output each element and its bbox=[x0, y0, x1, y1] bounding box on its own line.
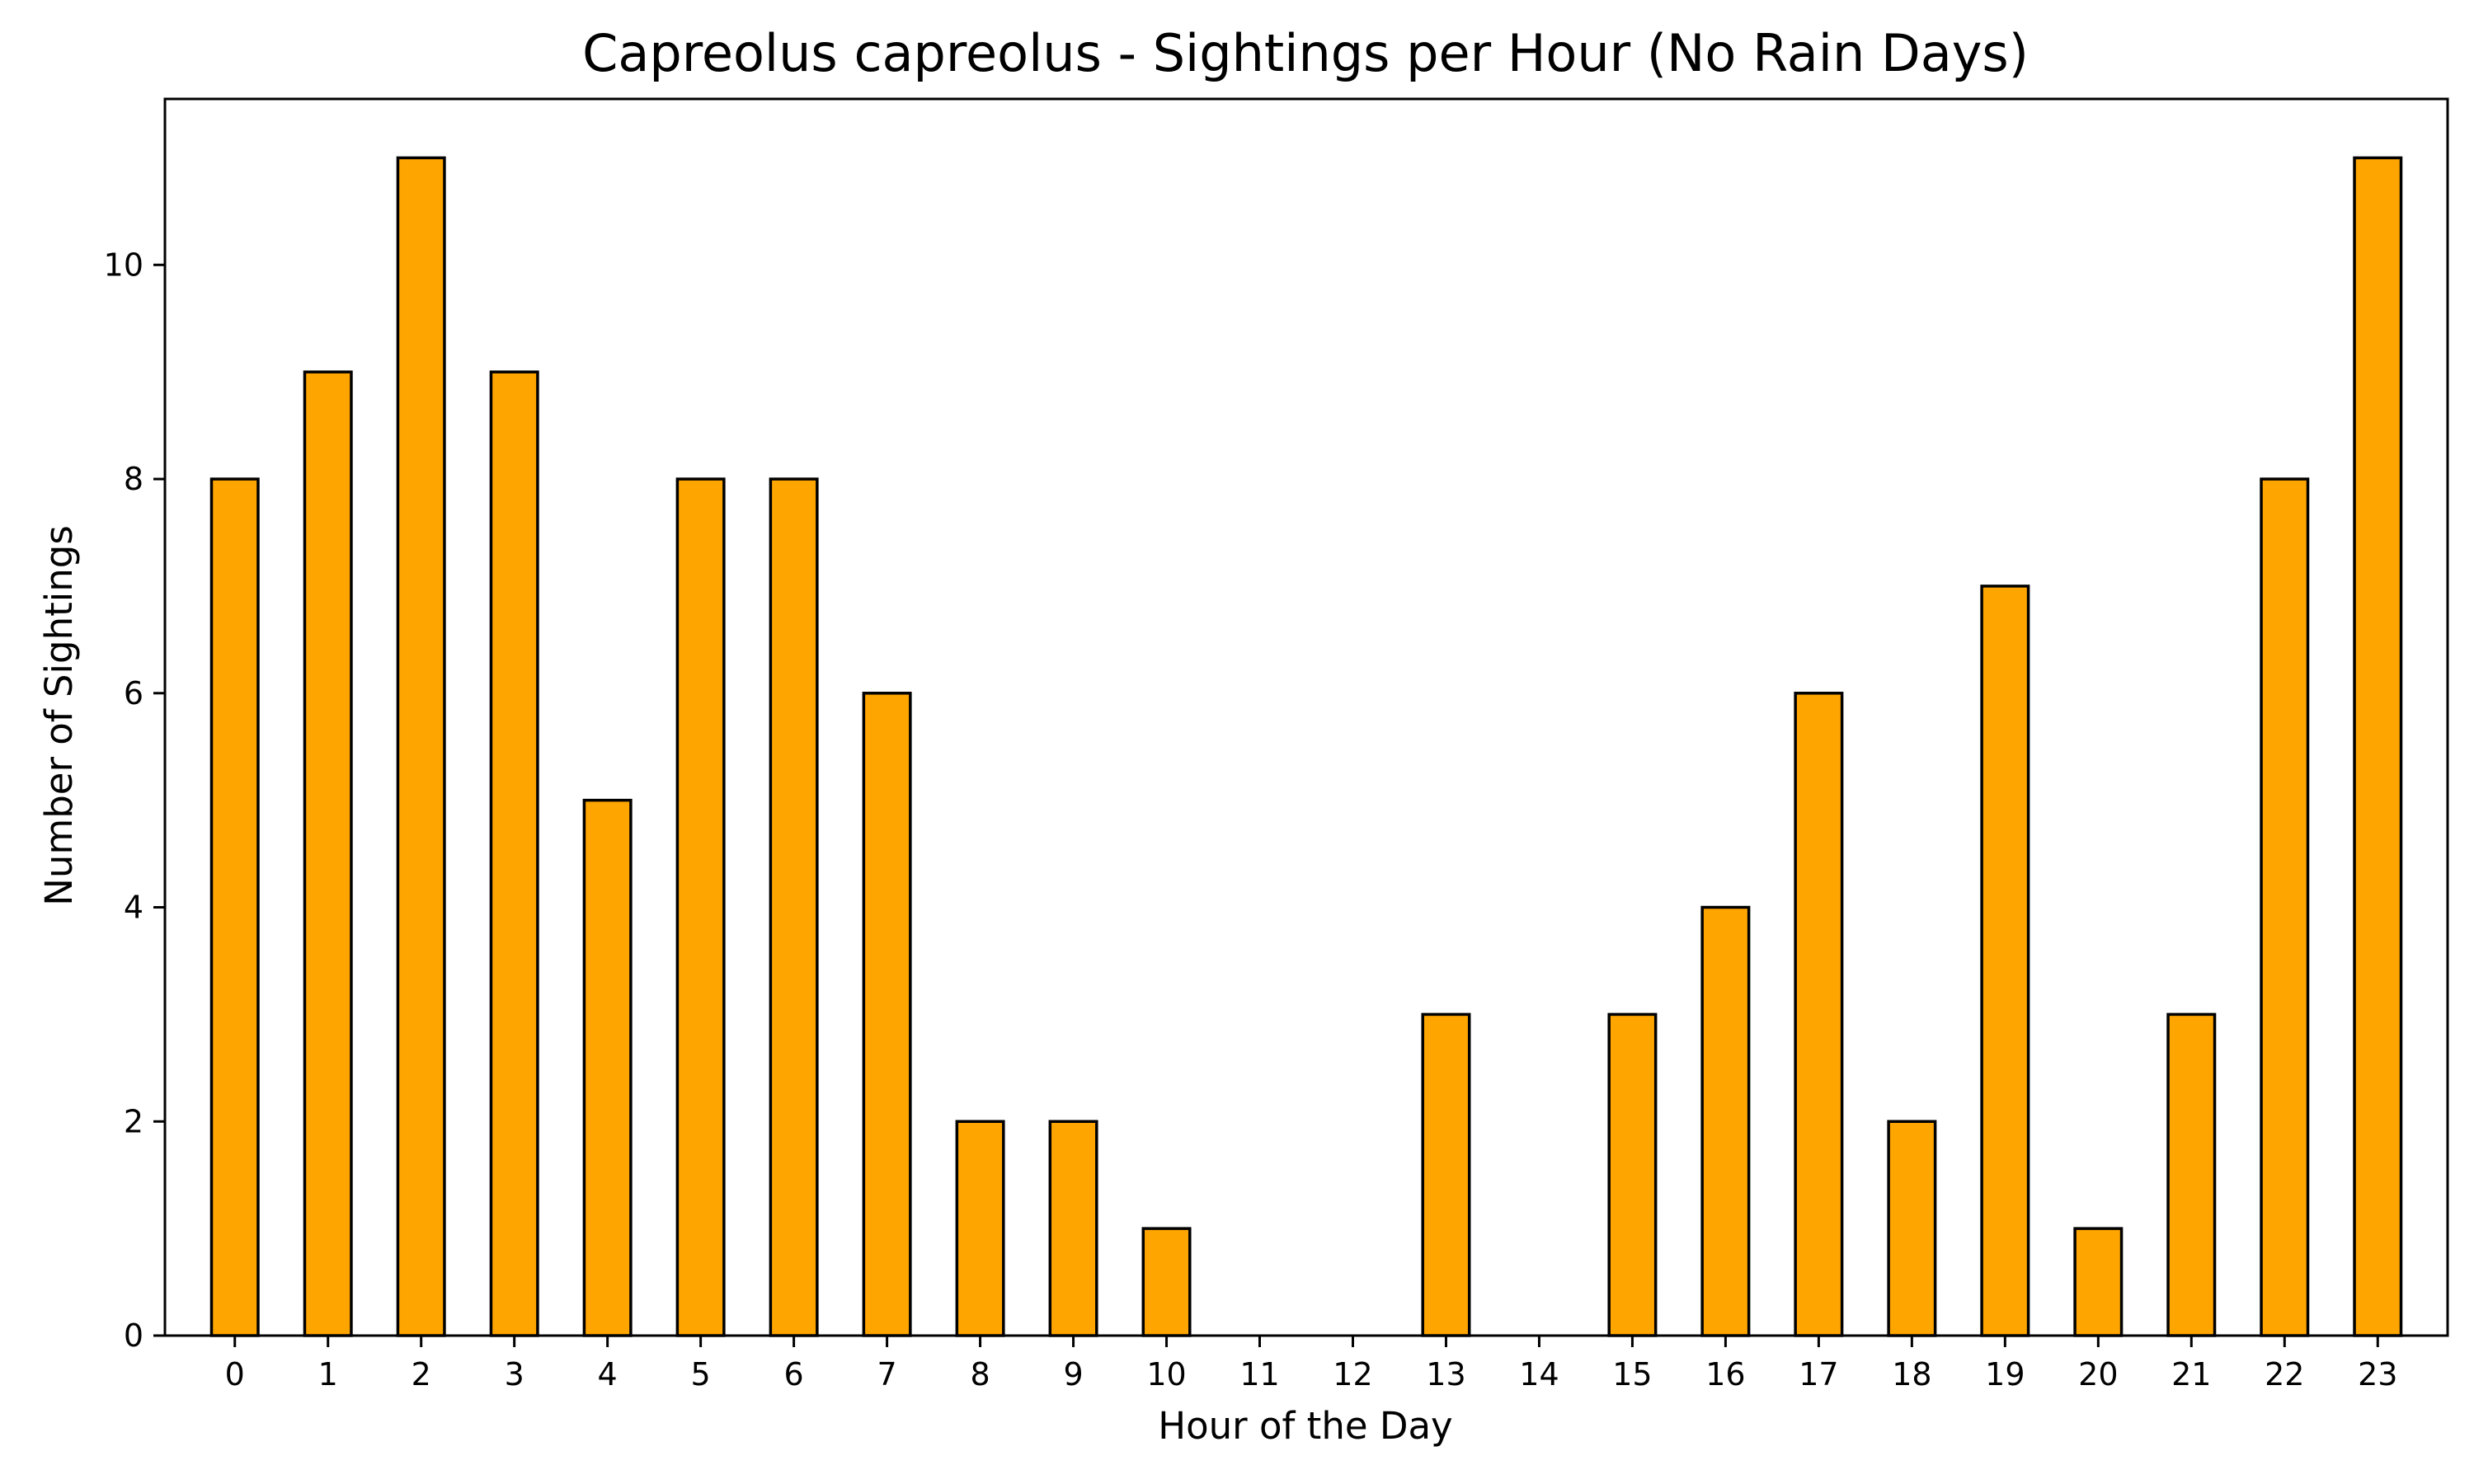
chart-title: Capreolus capreolus - Sightings per Hour… bbox=[582, 23, 2029, 83]
x-tick-label: 6 bbox=[784, 1356, 804, 1392]
x-tick-label: 17 bbox=[1799, 1356, 1838, 1392]
bar-hour-1 bbox=[303, 370, 353, 1337]
bar-hour-10 bbox=[1141, 1227, 1192, 1337]
x-axis-label: Hour of the Day bbox=[1158, 1404, 1452, 1448]
bar-hour-3 bbox=[489, 370, 539, 1337]
x-tick-label: 23 bbox=[2358, 1356, 2397, 1392]
x-tick-label: 11 bbox=[1239, 1356, 1279, 1392]
x-tick-label: 9 bbox=[1063, 1356, 1083, 1392]
x-tick-label: 19 bbox=[1985, 1356, 2025, 1392]
bar-hour-8 bbox=[955, 1120, 1005, 1337]
x-tick-label: 10 bbox=[1146, 1356, 1186, 1392]
bar-hour-20 bbox=[2073, 1227, 2124, 1337]
bar-hour-16 bbox=[1700, 905, 1751, 1337]
bar-hour-5 bbox=[675, 477, 726, 1337]
x-tick-label: 14 bbox=[1519, 1356, 1559, 1392]
y-axis-label: Number of Sightings bbox=[37, 525, 81, 906]
x-tick-label: 0 bbox=[225, 1356, 245, 1392]
x-tick-label: 20 bbox=[2078, 1356, 2118, 1392]
x-tick-label: 2 bbox=[412, 1356, 431, 1392]
x-tick-label: 4 bbox=[598, 1356, 618, 1392]
bar-hour-4 bbox=[582, 798, 633, 1337]
bar-hour-21 bbox=[2166, 1012, 2217, 1337]
y-tick-label: 10 bbox=[104, 247, 143, 283]
y-tick-label: 4 bbox=[124, 890, 143, 926]
bar-hour-15 bbox=[1607, 1012, 1658, 1337]
bar-hour-6 bbox=[769, 477, 819, 1337]
x-tick-label: 13 bbox=[1426, 1356, 1465, 1392]
x-tick-label: 16 bbox=[1705, 1356, 1745, 1392]
x-tick-label: 12 bbox=[1333, 1356, 1372, 1392]
y-tick-label: 2 bbox=[124, 1103, 143, 1139]
bar-hour-19 bbox=[1980, 585, 2030, 1337]
bar-hour-0 bbox=[209, 477, 260, 1337]
x-tick-label: 7 bbox=[877, 1356, 896, 1392]
x-tick-label: 18 bbox=[1892, 1356, 1931, 1392]
x-tick-label: 22 bbox=[2265, 1356, 2304, 1392]
bar-hour-9 bbox=[1048, 1120, 1098, 1337]
x-tick-label: 5 bbox=[691, 1356, 711, 1392]
bar-hour-13 bbox=[1421, 1012, 1471, 1337]
x-tick-label: 21 bbox=[2171, 1356, 2211, 1392]
bar-hour-17 bbox=[1794, 692, 1844, 1337]
bar-hour-2 bbox=[396, 156, 446, 1337]
bar-hour-23 bbox=[2353, 156, 2403, 1337]
plot-frame bbox=[163, 97, 2449, 1337]
y-tick-label: 0 bbox=[124, 1317, 143, 1354]
x-tick-label: 1 bbox=[318, 1356, 338, 1392]
y-tick-label: 8 bbox=[124, 461, 143, 497]
bar-hour-22 bbox=[2260, 477, 2310, 1337]
bar-hour-18 bbox=[1887, 1120, 1937, 1337]
bar-hour-7 bbox=[862, 692, 912, 1337]
x-tick-label: 8 bbox=[970, 1356, 990, 1392]
axes-group: 0 1 2 3 4 5 6 7 8 9 10 11 12 13 14 15 16 17 18 19 20 21 22 2302… bbox=[104, 97, 2449, 1392]
y-tick-label: 6 bbox=[124, 675, 143, 711]
x-tick-label: 15 bbox=[1612, 1356, 1652, 1392]
x-tick-label: 3 bbox=[505, 1356, 524, 1392]
bars-group bbox=[209, 156, 2403, 1337]
